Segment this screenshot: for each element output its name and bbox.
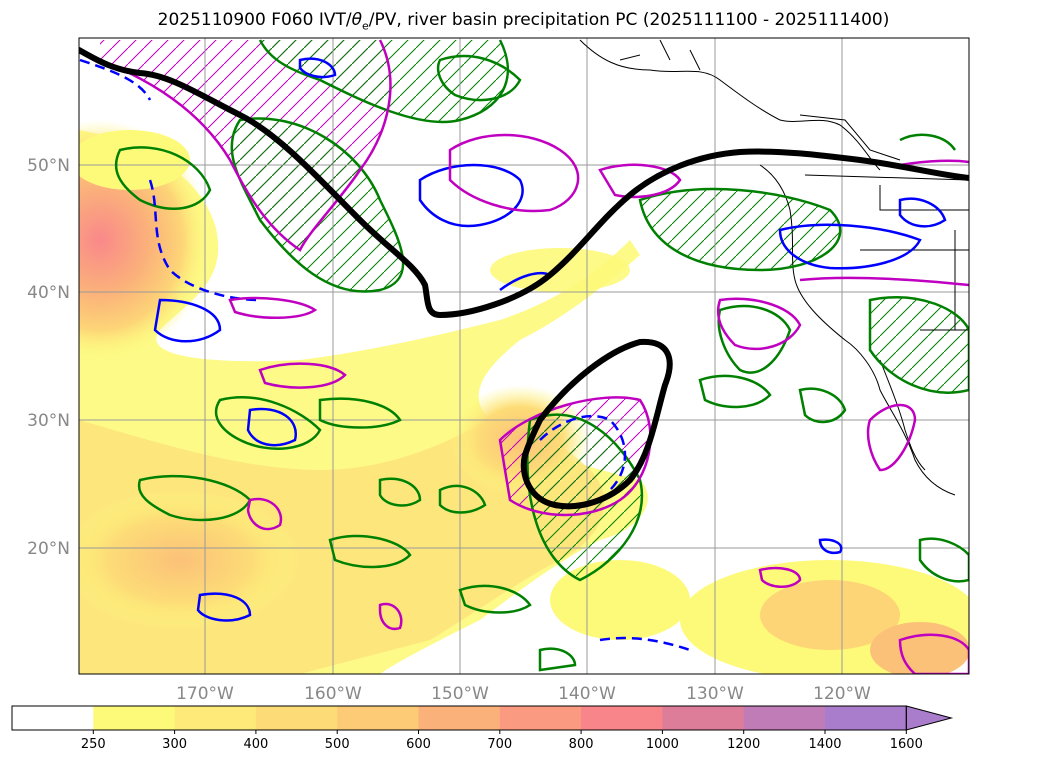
colorbar-segment — [825, 706, 907, 730]
lon-label-120w: 120°W — [813, 684, 871, 704]
lat-label-30n: 30°N — [27, 411, 70, 431]
colorbar-tick-label: 300 — [162, 737, 187, 752]
map-title: 2025110900 F060 IVT/θe/PV, river basin p… — [157, 10, 890, 33]
colorbar-segment — [581, 706, 663, 730]
lat-label-20n: 20°N — [27, 539, 70, 559]
colorbar-segment — [337, 706, 419, 730]
colorbar-segment — [12, 706, 94, 730]
colorbar-segment — [418, 706, 501, 730]
lon-label-150w: 150°W — [431, 684, 489, 704]
colorbar-tick-label: 250 — [81, 737, 106, 752]
colorbar-tick-label: 1400 — [808, 737, 841, 752]
lat-label-50n: 50°N — [27, 156, 70, 176]
lon-label-160w: 160°W — [304, 684, 362, 704]
colorbar-segment — [174, 706, 257, 730]
colorbar-tick-label: 800 — [569, 737, 594, 752]
colorbar-segment — [743, 706, 826, 730]
jet-contour — [79, 47, 969, 510]
colorbar-segment — [255, 706, 338, 730]
colorbar-tick-label: 1000 — [646, 737, 679, 752]
ivt-shading — [79, 120, 969, 674]
colorbar-tick-label: 500 — [325, 737, 350, 752]
colorbar-segment — [499, 706, 582, 730]
precip-pc-contours — [99, 39, 969, 674]
pv-contours — [79, 57, 947, 652]
lon-label-140w: 140°W — [558, 684, 616, 704]
theta-e-contours — [114, 39, 969, 672]
colorbar-tick-label: 600 — [406, 737, 431, 752]
colorbar-tick-label: 1200 — [727, 737, 760, 752]
colorbar-tick-label: 700 — [487, 737, 512, 752]
lon-label-170w: 170°W — [176, 684, 234, 704]
colorbar-tick-label: 400 — [243, 737, 268, 752]
colorbar-segment — [662, 706, 745, 730]
lon-label-130w: 130°W — [686, 684, 744, 704]
lat-label-40n: 40°N — [27, 283, 70, 303]
map-area — [79, 38, 969, 674]
coastlines — [579, 39, 969, 496]
colorbar-tick-label: 1600 — [890, 737, 923, 752]
colorbar-extend-arrow — [905, 705, 954, 731]
colorbar: 250 300 400 500 600 700 800 1000 1200 1400 1600 — [11, 705, 954, 752]
colorbar-border — [11, 705, 907, 731]
colorbar-segment — [93, 706, 176, 730]
map-border — [78, 37, 970, 675]
